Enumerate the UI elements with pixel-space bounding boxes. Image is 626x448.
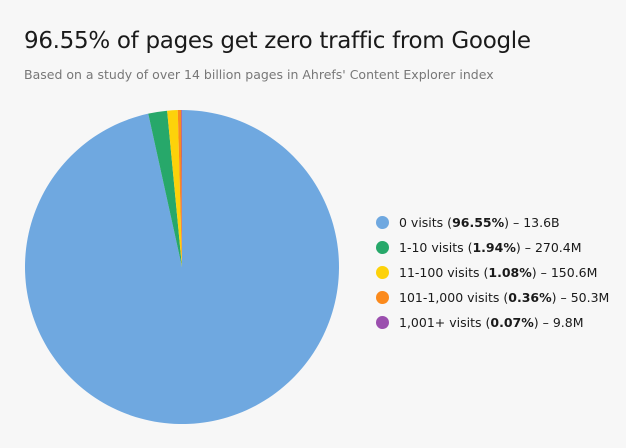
legend-label: 1,001+ visits (0.07%) – 9.8M: [399, 315, 584, 330]
legend-percent: 1.08%: [488, 265, 532, 280]
pie-slice: [167, 110, 182, 267]
pie-slice: [181, 110, 182, 267]
legend-item: 101-1,000 visits (0.36%) – 50.3M: [376, 285, 609, 310]
legend-label: 11-100 visits (1.08%) – 150.6M: [399, 265, 598, 280]
legend-count: 13.6B: [523, 215, 560, 230]
legend: 0 visits (96.55%) – 13.6B 1-10 visits (1.…: [376, 210, 609, 335]
legend-item: 11-100 visits (1.08%) – 150.6M: [376, 260, 609, 285]
legend-count: 270.4M: [534, 240, 582, 255]
legend-category: 1,001+ visits: [399, 315, 482, 330]
legend-category: 101-1,000 visits: [399, 290, 500, 305]
legend-percent: 96.55%: [452, 215, 505, 230]
legend-category: 0 visits: [399, 215, 444, 230]
pie-slice: [148, 110, 182, 267]
legend-count: 9.8M: [552, 315, 584, 330]
legend-count: 50.3M: [570, 290, 610, 305]
legend-color-dot: [376, 266, 389, 279]
legend-percent: 1.94%: [472, 240, 516, 255]
legend-color-dot: [376, 216, 389, 229]
legend-category: 11-100 visits: [399, 265, 480, 280]
legend-label: 1-10 visits (1.94%) – 270.4M: [399, 240, 582, 255]
legend-color-dot: [376, 291, 389, 304]
legend-item: 1-10 visits (1.94%) – 270.4M: [376, 235, 609, 260]
legend-color-dot: [376, 241, 389, 254]
legend-label: 0 visits (96.55%) – 13.6B: [399, 215, 560, 230]
chart-title: 96.55% of pages get zero traffic from Go…: [24, 28, 531, 54]
legend-count: 150.6M: [550, 265, 598, 280]
legend-item: 1,001+ visits (0.07%) – 9.8M: [376, 310, 609, 335]
legend-percent: 0.36%: [508, 290, 552, 305]
pie-slice: [177, 110, 182, 267]
legend-item: 0 visits (96.55%) – 13.6B: [376, 210, 609, 235]
legend-color-dot: [376, 316, 389, 329]
chart-subtitle: Based on a study of over 14 billion page…: [24, 67, 494, 82]
legend-category: 1-10 visits: [399, 240, 464, 255]
legend-percent: 0.07%: [490, 315, 534, 330]
legend-label: 101-1,000 visits (0.36%) – 50.3M: [399, 290, 610, 305]
